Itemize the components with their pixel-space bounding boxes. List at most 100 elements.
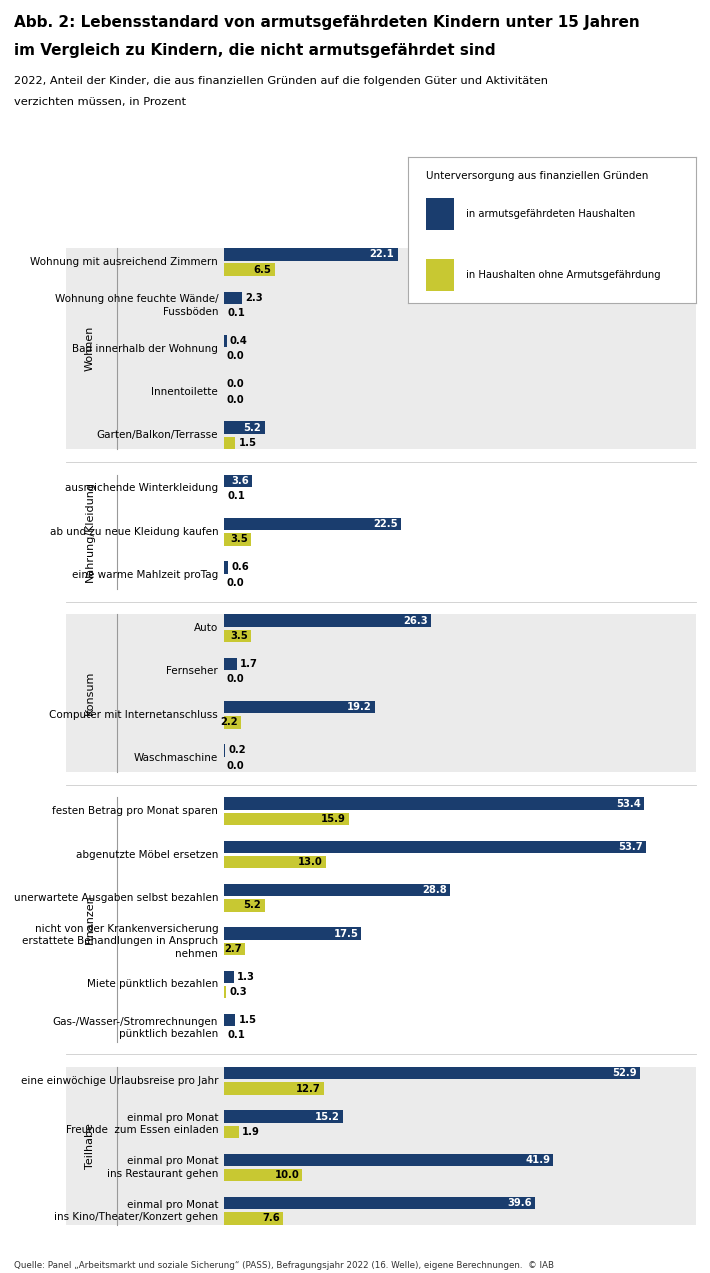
- Text: 12.7: 12.7: [295, 1083, 320, 1094]
- Text: 19.2: 19.2: [347, 703, 371, 712]
- Bar: [224, 518, 400, 531]
- Text: im Vergleich zu Kindern, die nicht armutsgefährdet sind: im Vergleich zu Kindern, die nicht armut…: [14, 43, 496, 59]
- Bar: [224, 248, 398, 261]
- Bar: [224, 1197, 535, 1209]
- Text: 0.0: 0.0: [226, 351, 244, 362]
- Text: 5.2: 5.2: [244, 900, 261, 910]
- Text: 1.5: 1.5: [239, 1015, 256, 1025]
- Bar: [224, 533, 251, 546]
- Text: Abb. 2: Lebensstandard von armutsgefährdeten Kindern unter 15 Jahren: Abb. 2: Lebensstandard von armutsgefährd…: [14, 15, 640, 31]
- Text: Fernseher: Fernseher: [166, 667, 218, 676]
- Bar: [224, 1110, 343, 1123]
- Text: 15.2: 15.2: [315, 1111, 340, 1122]
- Text: 53.7: 53.7: [618, 841, 643, 852]
- Text: Waschmaschine: Waschmaschine: [134, 754, 218, 763]
- Text: 17.5: 17.5: [333, 928, 359, 938]
- Bar: [66, 475, 696, 589]
- Bar: [224, 701, 375, 713]
- Text: 0.0: 0.0: [226, 675, 244, 684]
- Bar: [425, 258, 454, 292]
- Bar: [224, 899, 265, 911]
- Text: einmal pro Monat
Freunde  zum Essen einladen: einmal pro Monat Freunde zum Essen einla…: [65, 1113, 218, 1136]
- Text: einmal pro Monat
ins Restaurant gehen: einmal pro Monat ins Restaurant gehen: [106, 1156, 218, 1179]
- Text: 1.7: 1.7: [240, 659, 258, 668]
- Text: 2.2: 2.2: [220, 718, 238, 727]
- Bar: [224, 1169, 302, 1181]
- Bar: [224, 475, 252, 488]
- Text: unerwartete Ausgaben selbst bezahlen: unerwartete Ausgaben selbst bezahlen: [13, 892, 218, 903]
- Text: verzichten müssen, in Prozent: verzichten müssen, in Prozent: [14, 97, 186, 107]
- Text: 0.0: 0.0: [226, 761, 244, 770]
- Text: 7.6: 7.6: [263, 1213, 280, 1223]
- Text: Nahrung/Kleidung: Nahrung/Kleidung: [85, 481, 95, 582]
- Text: einmal pro Monat
ins Kino/Theater/Konzert gehen: einmal pro Monat ins Kino/Theater/Konzer…: [54, 1199, 218, 1222]
- Text: 0.1: 0.1: [228, 491, 246, 502]
- Text: Computer mit Internetanschluss: Computer mit Internetanschluss: [50, 710, 218, 719]
- Bar: [66, 1067, 696, 1225]
- Bar: [224, 927, 361, 939]
- Bar: [224, 335, 226, 348]
- Text: ab und zu neue Kleidung kaufen: ab und zu neue Kleidung kaufen: [50, 527, 218, 537]
- Bar: [224, 745, 225, 756]
- Bar: [66, 248, 696, 449]
- Bar: [224, 658, 237, 670]
- Text: 2.7: 2.7: [224, 943, 241, 953]
- Text: Miete pünktlich bezahlen: Miete pünktlich bezahlen: [87, 979, 218, 989]
- Bar: [224, 985, 226, 998]
- Bar: [224, 855, 326, 868]
- Bar: [224, 970, 234, 983]
- Bar: [224, 1125, 239, 1138]
- Text: 0.0: 0.0: [226, 379, 244, 390]
- Text: 15.9: 15.9: [321, 813, 346, 824]
- Text: 0.2: 0.2: [229, 746, 246, 755]
- Text: 6.5: 6.5: [253, 265, 272, 275]
- Bar: [224, 840, 646, 853]
- Text: 39.6: 39.6: [508, 1198, 532, 1208]
- Bar: [66, 797, 696, 1041]
- Bar: [224, 292, 241, 304]
- Text: 0.0: 0.0: [226, 578, 244, 588]
- Text: eine einwöchige Urlaubsreise pro Jahr: eine einwöchige Urlaubsreise pro Jahr: [21, 1076, 218, 1086]
- Text: Finanzen: Finanzen: [85, 895, 95, 945]
- Text: in Haushalten ohne Armutsgefährdung: in Haushalten ohne Armutsgefährdung: [466, 270, 660, 280]
- Text: 0.4: 0.4: [230, 336, 248, 346]
- Text: 26.3: 26.3: [403, 616, 427, 625]
- Text: Quelle: Panel „Arbeitsmarkt und soziale Sicherung“ (PASS), Befragungsjahr 2022 (: Quelle: Panel „Arbeitsmarkt und soziale …: [14, 1262, 555, 1270]
- Text: 22.5: 22.5: [373, 519, 398, 530]
- Bar: [224, 615, 430, 626]
- Text: Garten/Balkon/Terrasse: Garten/Balkon/Terrasse: [97, 430, 218, 440]
- Text: 5.2: 5.2: [244, 423, 261, 433]
- Bar: [224, 1212, 283, 1225]
- Text: 0.6: 0.6: [231, 563, 249, 573]
- Text: nicht von der Krankenversicherung
erstattete Behandlungen in Anspruch
nehmen: nicht von der Krankenversicherung erstat…: [22, 924, 218, 959]
- Bar: [224, 264, 275, 276]
- Bar: [224, 797, 644, 810]
- Text: 3.5: 3.5: [230, 535, 248, 545]
- Text: 22.1: 22.1: [370, 250, 395, 260]
- Bar: [66, 615, 696, 771]
- Text: in armutsgefährdeten Haushalten: in armutsgefährdeten Haushalten: [466, 209, 635, 219]
- Text: Auto: Auto: [194, 624, 218, 633]
- Text: 0.1: 0.1: [228, 1030, 246, 1040]
- Bar: [224, 812, 349, 825]
- Text: ausreichende Winterkleidung: ausreichende Winterkleidung: [65, 484, 218, 494]
- Text: Unterversorgung aus finanziellen Gründen: Unterversorgung aus finanziellen Gründen: [425, 171, 648, 181]
- Text: 53.4: 53.4: [616, 798, 640, 808]
- Text: abgenutzte Möbel ersetzen: abgenutzte Möbel ersetzen: [76, 849, 218, 859]
- Text: 3.6: 3.6: [231, 476, 248, 486]
- Bar: [224, 883, 450, 896]
- Text: Wohnen: Wohnen: [85, 326, 95, 372]
- Bar: [224, 630, 251, 642]
- Bar: [224, 421, 265, 434]
- Bar: [224, 437, 236, 449]
- Text: Wohnung ohne feuchte Wände/
Fussböden: Wohnung ohne feuchte Wände/ Fussböden: [55, 294, 218, 317]
- Text: 2022, Anteil der Kinder, die aus finanziellen Gründen auf die folgenden Güter un: 2022, Anteil der Kinder, die aus finanzi…: [14, 76, 548, 87]
- Bar: [224, 1067, 640, 1080]
- Text: Innentoilette: Innentoilette: [151, 387, 218, 397]
- Bar: [224, 1013, 236, 1026]
- Text: 0.1: 0.1: [228, 308, 246, 318]
- Text: 1.3: 1.3: [237, 971, 255, 981]
- Text: Konsum: Konsum: [85, 671, 95, 715]
- Text: festen Betrag pro Monat sparen: festen Betrag pro Monat sparen: [53, 806, 218, 816]
- Text: 10.0: 10.0: [275, 1170, 299, 1180]
